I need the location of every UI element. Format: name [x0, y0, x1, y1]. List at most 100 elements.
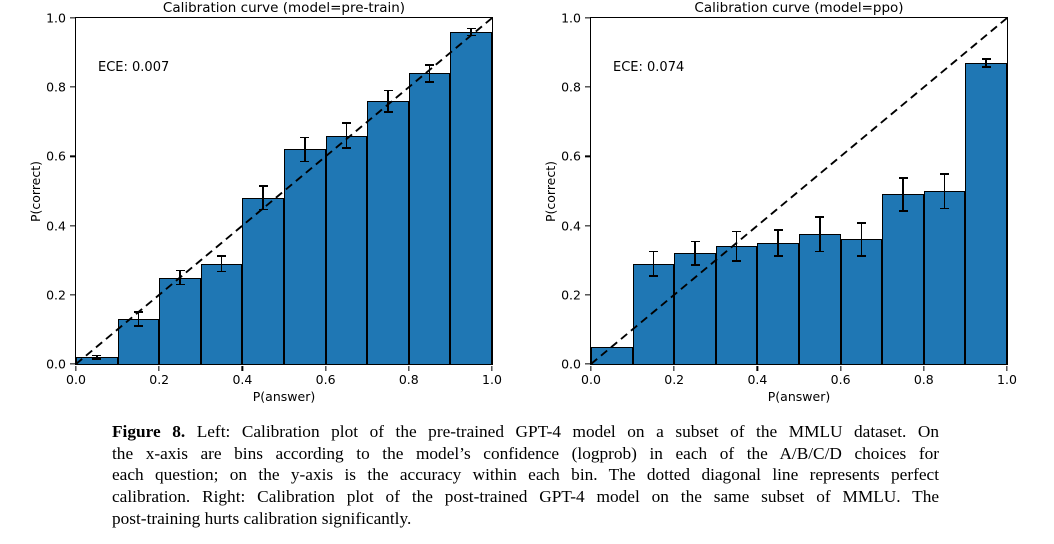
x-tick-label: 0.2 — [664, 372, 685, 387]
bar-bin-0.35 — [715, 246, 758, 364]
y-tick-label: 0.2 — [561, 287, 581, 303]
error-bar — [345, 123, 348, 149]
error-bar-cap — [466, 34, 476, 37]
x-tick-label: 0.4 — [747, 372, 768, 387]
bar-bin-0.85 — [923, 191, 966, 364]
x-tick-mark — [839, 365, 842, 371]
x-tick-label: 0.6 — [315, 372, 336, 387]
caption-line-3: each question; on the y-axis is the accu… — [112, 465, 939, 485]
error-bar-cap — [773, 229, 783, 231]
error-bar-cap — [133, 311, 143, 313]
chart-title-pretrain: Calibration curve (model=pre-train) — [162, 0, 406, 16]
bar-bin-0.95 — [450, 31, 492, 364]
error-bar — [694, 241, 696, 266]
x-tick-mark — [923, 365, 925, 371]
bar-bin-0.65 — [840, 239, 883, 364]
error-bar-cap — [732, 260, 742, 263]
error-bar — [652, 251, 655, 276]
error-bar-cap — [217, 254, 227, 257]
error-bar-cap — [92, 358, 102, 360]
y-tick-label: 1.0 — [561, 10, 581, 26]
error-bar — [262, 186, 264, 210]
plot-area-ppo: Calibration curve (model=ppo) P(correct)… — [544, 1, 1017, 405]
error-bar-cap — [690, 240, 700, 243]
error-bar-cap — [258, 185, 268, 187]
y-axis-label-pretrain: P(correct) — [28, 160, 44, 222]
x-tick-mark — [1006, 365, 1008, 371]
y-tick-label: 1.0 — [46, 10, 66, 26]
x-tick-label: 0.8 — [913, 372, 934, 387]
error-bar — [819, 216, 821, 252]
error-bar-cap — [383, 110, 393, 113]
x-tick-mark — [590, 365, 592, 371]
y-tick-mark — [584, 17, 590, 19]
y-tick-label: 0.0 — [46, 356, 66, 372]
chart-title-ppo: Calibration curve (model=ppo) — [694, 0, 904, 16]
error-bar-cap — [981, 66, 991, 68]
y-tick-mark — [69, 224, 75, 227]
error-bar-cap — [425, 63, 435, 66]
y-tick-label: 0.6 — [46, 148, 66, 164]
x-tick-mark — [75, 365, 77, 371]
x-tick-mark — [241, 365, 244, 371]
error-bar — [387, 90, 389, 112]
y-tick-mark — [69, 17, 75, 19]
y-tick-label: 0.4 — [46, 218, 66, 234]
ece-annotation-pretrain: ECE: 0.007 — [98, 60, 170, 75]
y-tick-mark — [584, 224, 590, 227]
y-tick-mark — [584, 86, 590, 88]
error-bar-cap — [258, 208, 268, 211]
x-tick-label: 0.6 — [830, 372, 851, 387]
y-tick-mark — [69, 86, 75, 88]
error-bar-cap — [981, 58, 991, 60]
error-bar-cap — [341, 147, 351, 149]
bar-bin-0.85 — [408, 73, 451, 364]
y-tick-mark — [584, 155, 590, 158]
error-bar-cap — [773, 254, 783, 257]
x-tick-mark — [673, 365, 675, 371]
error-bar-cap — [341, 122, 351, 124]
error-bar — [179, 270, 181, 285]
error-bar-cap — [300, 160, 310, 163]
figure-caption: Figure 8. Left: Calibration plot of the … — [112, 421, 939, 530]
bar-bin-0.45 — [757, 242, 799, 364]
x-axis-label-pretrain: P(answer) — [252, 389, 316, 404]
error-bar-cap — [815, 250, 825, 253]
caption-line-5: post-training hurts calibration signific… — [112, 508, 412, 528]
y-tick-mark — [584, 294, 590, 296]
error-bar — [943, 173, 946, 209]
error-bar — [860, 223, 863, 256]
error-bar-cap — [898, 209, 908, 212]
x-tick-mark — [491, 365, 493, 371]
caption-line-1-text: Left: Calibration plot of the pre-traine… — [185, 422, 939, 441]
error-bar-cap — [856, 222, 866, 224]
x-tick-label: 1.0 — [482, 372, 502, 387]
plot-area-pretrain: Calibration curve (model=pre-train) P(co… — [29, 1, 502, 405]
error-bar-cap — [383, 89, 393, 92]
error-bar-cap — [466, 27, 476, 30]
error-bar — [902, 178, 904, 211]
y-tick-mark — [584, 363, 590, 365]
x-axis-label-ppo: P(answer) — [767, 389, 831, 404]
error-bar-cap — [732, 230, 742, 233]
bar-bin-0.25 — [674, 253, 716, 364]
x-tick-label: 0.4 — [232, 372, 253, 387]
error-bar-cap — [940, 172, 950, 175]
error-bar — [428, 64, 431, 83]
y-tick-label: 0.8 — [561, 79, 581, 95]
y-tick-label: 0.2 — [46, 287, 66, 303]
x-tick-mark — [158, 365, 160, 371]
error-bar — [735, 231, 738, 262]
error-bar — [137, 312, 140, 326]
x-tick-mark — [756, 365, 759, 371]
y-tick-label: 0.6 — [561, 148, 581, 164]
caption-line-4: calibration. Right: Calibration plot of … — [112, 487, 939, 507]
error-bar-cap — [425, 81, 435, 83]
bar-bin-0.65 — [325, 135, 368, 364]
x-tick-mark — [408, 365, 410, 371]
error-bar-cap — [175, 283, 185, 286]
x-tick-label: 0.0 — [581, 372, 601, 387]
x-tick-mark — [324, 365, 327, 371]
error-bar-cap — [856, 254, 866, 257]
